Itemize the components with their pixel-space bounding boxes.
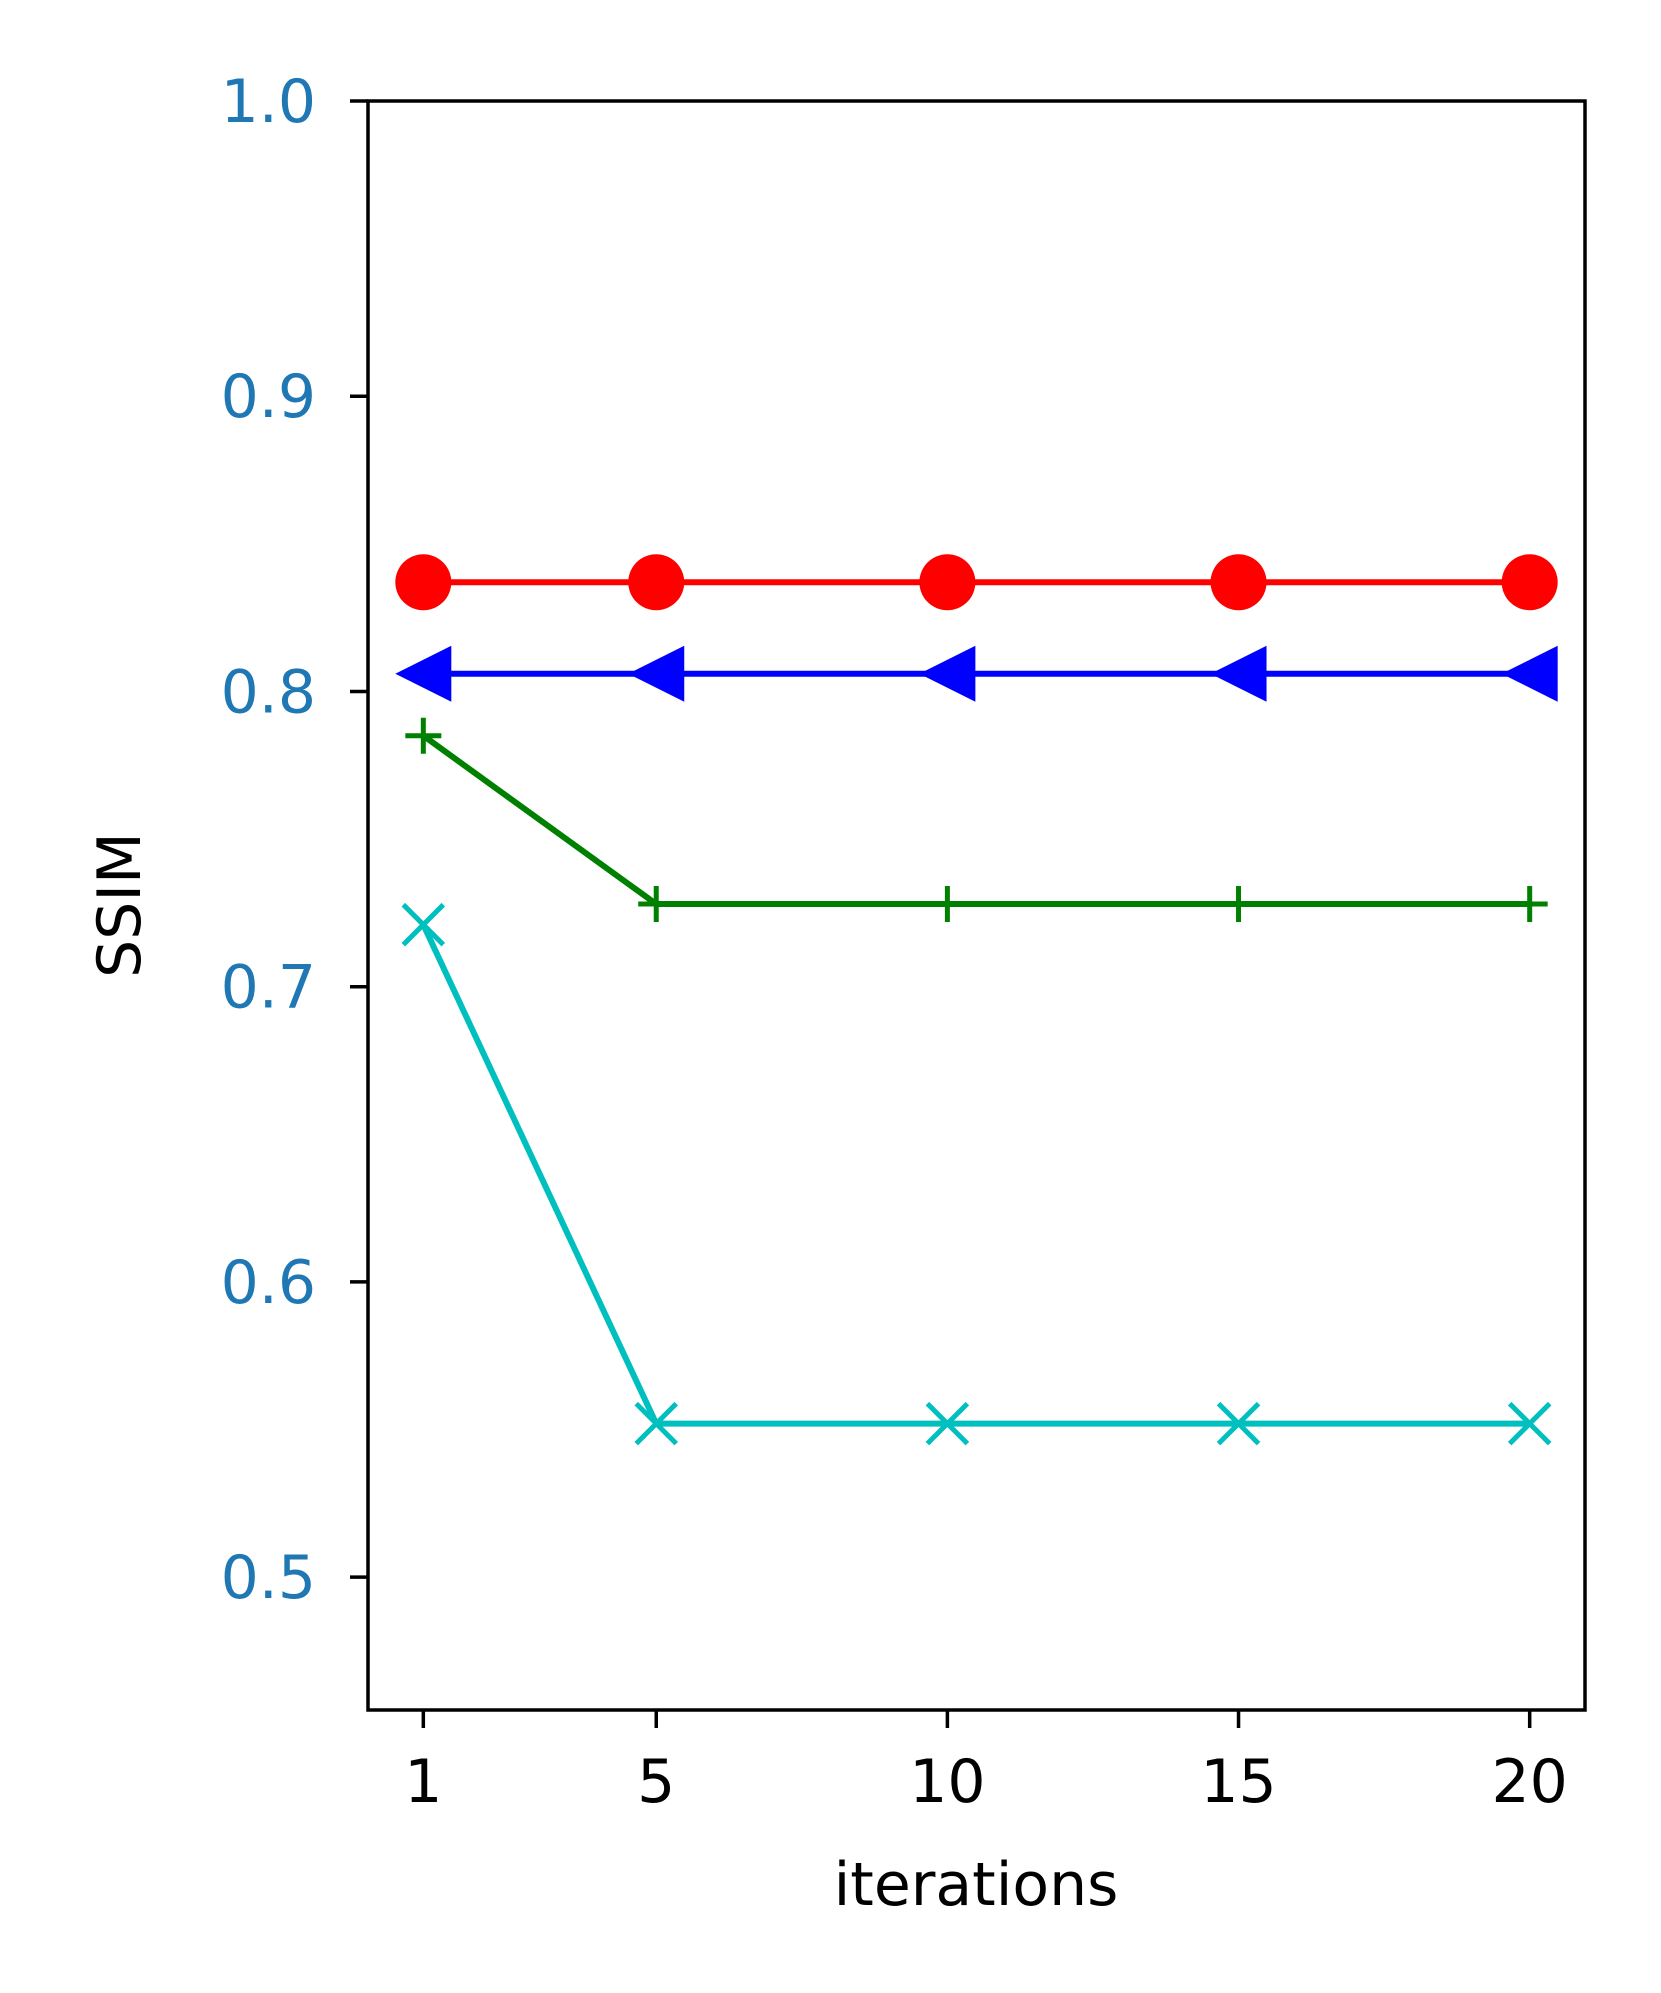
data-point-x xyxy=(1216,1401,1261,1446)
data-point-triangle xyxy=(628,645,685,702)
data-point-circle xyxy=(395,554,452,611)
data-point-plus xyxy=(929,886,966,923)
data-point-plus xyxy=(1511,886,1548,923)
data-point-circle xyxy=(1501,554,1558,611)
plot-frame xyxy=(366,99,1587,1712)
data-point-x xyxy=(1507,1401,1552,1446)
y-tick-label: 1.0 xyxy=(221,67,316,137)
series-2 xyxy=(395,645,1558,702)
x-stroke-2 xyxy=(401,902,446,947)
data-point-plus xyxy=(1220,886,1257,923)
series-layer xyxy=(395,554,1558,1446)
data-point-plus xyxy=(638,886,675,923)
data-point-x xyxy=(401,902,446,947)
x-tick-label: 15 xyxy=(1200,1747,1276,1817)
x-tick-label: 5 xyxy=(637,1747,675,1817)
y-tick-label: 0.7 xyxy=(221,953,316,1023)
series-4 xyxy=(401,902,1552,1446)
x-stroke-2 xyxy=(925,1401,970,1446)
x-stroke-2 xyxy=(1507,1401,1552,1446)
x-axis: 1 5 10 15 20 xyxy=(404,1710,1568,1817)
y-axis: 0.5 0.6 0.7 0.8 0.9 1.0 xyxy=(221,67,368,1613)
x-tick-label: 20 xyxy=(1492,1747,1568,1817)
y-axis-label: SSIM xyxy=(85,832,155,978)
data-point-x xyxy=(634,1401,679,1446)
data-point-x xyxy=(925,1401,970,1446)
data-point-circle xyxy=(919,554,976,611)
data-point-triangle xyxy=(1501,645,1558,702)
x-tick-label: 1 xyxy=(404,1747,442,1817)
data-point-plus xyxy=(405,717,442,754)
y-tick-label: 0.6 xyxy=(221,1248,316,1318)
data-point-circle xyxy=(628,554,685,611)
x-stroke-2 xyxy=(634,1401,679,1446)
x-axis-label: iterations xyxy=(834,1850,1119,1920)
series-3 xyxy=(405,717,1548,923)
data-point-circle xyxy=(1210,554,1267,611)
data-point-triangle xyxy=(395,645,452,702)
x-tick-label: 10 xyxy=(909,1747,985,1817)
data-point-triangle xyxy=(1210,645,1267,702)
series-1 xyxy=(395,554,1558,611)
x-stroke-2 xyxy=(1216,1401,1261,1446)
y-tick-label: 0.5 xyxy=(221,1543,316,1613)
y-tick-label: 0.8 xyxy=(221,657,316,727)
data-point-triangle xyxy=(919,645,976,702)
y-tick-label: 0.9 xyxy=(221,362,316,432)
